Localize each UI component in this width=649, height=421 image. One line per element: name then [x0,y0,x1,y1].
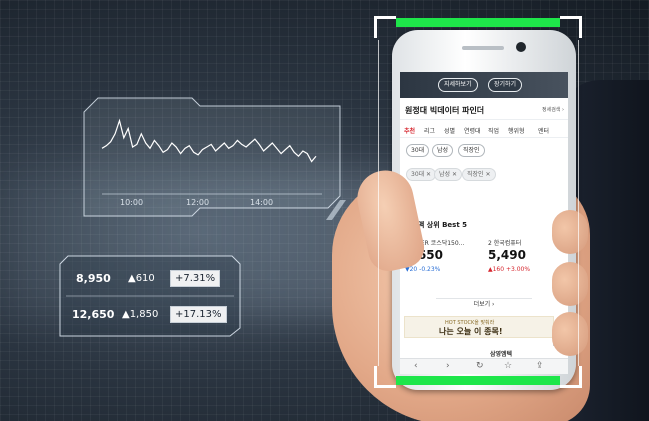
banner-headline: 나는 오늘 이 종목! [439,327,503,336]
phone-screen: 지세하보기 장기하기 원정대 빅데이터 파인더 정세검색 › 추천 리그 성별 … [400,72,568,374]
scan-bar-top [396,18,560,27]
frame-line [378,40,379,366]
x-tick-label: 12:00 [186,198,210,207]
stat-change: ▲1,850 [122,309,159,320]
top-pill-button[interactable]: 지세하보기 [438,78,478,92]
stat-percent-badge: +17.13% [170,306,227,323]
app-header: 원정대 빅데이터 파인더 정세검색 › [400,100,568,120]
stat-change: ▲610 [128,273,155,284]
menu-item[interactable]: 추천 [404,128,416,135]
top-pill-button[interactable]: 장기하기 [488,78,523,92]
smartphone: 지세하보기 장기하기 원정대 빅데이터 파인더 정세검색 › 추천 리그 성별 … [392,30,576,390]
header-link[interactable]: 정세검색 › [542,107,564,113]
menu-item[interactable]: 리그 [424,128,436,135]
bookmark-icon[interactable]: ☆ [504,361,513,371]
stock-change: ▼20 -0.23% [405,266,441,273]
selected-chip[interactable]: 직장인 ✕ [462,168,496,181]
menu-item[interactable]: 성별 [444,128,456,135]
more-button[interactable]: 더보기 › [436,298,532,310]
stat-row: 12,650 ▲1,850 +17.13% [58,306,242,326]
stock-chart-panel: 10:00 12:00 14:00 [82,96,344,220]
app-top-bar: 지세하보기 장기하기 [400,72,568,98]
app-title: 원정대 빅데이터 파인더 [405,106,485,115]
stats-panel: 8,950 ▲610 +7.31% 12,650 ▲1,850 +17.13% [58,254,242,338]
scan-bracket [374,366,396,388]
scan-bracket [560,366,582,388]
menu-item[interactable]: 직업 [488,128,500,135]
speaker [462,46,504,50]
promo-banner[interactable]: HOT STOCK을 맞춰라 나는 오늘 이 종목! [404,316,554,338]
scan-bracket [560,16,582,38]
menu-item[interactable]: 엔터 [538,128,550,135]
share-icon[interactable]: ⇪ [536,361,544,371]
category-menu: 추천 리그 성별 연령대 직업 행위형 엔터 [400,122,568,138]
finger [552,210,588,254]
scan-bar-bottom [396,376,560,385]
stock-list-item[interactable]: 삼영엠텍 [490,351,513,358]
stock-name[interactable]: 2 한국컴퓨터 [488,240,522,247]
price-line [101,118,317,163]
stock-name[interactable]: 1 TIGER 코스닥150... [405,240,465,247]
stat-price: 8,950 [76,272,111,285]
stock-price: 5,490 [488,248,526,262]
banner-caption: HOT STOCK을 맞춰라 [445,320,495,326]
frame-line [578,40,579,366]
filter-chip[interactable]: 남성 [432,144,454,157]
selected-chip[interactable]: 남성 ✕ [434,168,462,181]
menu-item[interactable]: 행위형 [508,128,525,135]
scan-bracket [374,16,396,38]
filter-chip[interactable]: 30대 [406,144,430,157]
menu-item[interactable]: 연령대 [464,128,481,135]
refresh-icon[interactable]: ↻ [476,361,484,371]
stock-change: ▲160 +3.00% [488,266,531,273]
x-tick-label: 10:00 [120,198,144,207]
stat-row: 8,950 ▲610 +7.31% [58,270,242,290]
selected-chip[interactable]: 30대 ✕ [406,168,437,181]
browser-navbar: ‹ › ↻ ☆ ⇪ [400,358,568,374]
finger [552,262,588,306]
chart-frame [83,97,341,217]
x-tick-label: 14:00 [250,198,274,207]
finger [552,312,588,356]
camera-icon [516,42,526,52]
chart-connector [326,200,346,220]
stat-percent-badge: +7.31% [170,270,221,287]
forward-icon[interactable]: › [446,361,450,371]
back-icon[interactable]: ‹ [414,361,418,371]
stat-price: 12,650 [72,308,115,321]
section-title: 수금액 상위 Best 5 [405,221,467,229]
filter-chip[interactable]: 직장인 [458,144,485,157]
